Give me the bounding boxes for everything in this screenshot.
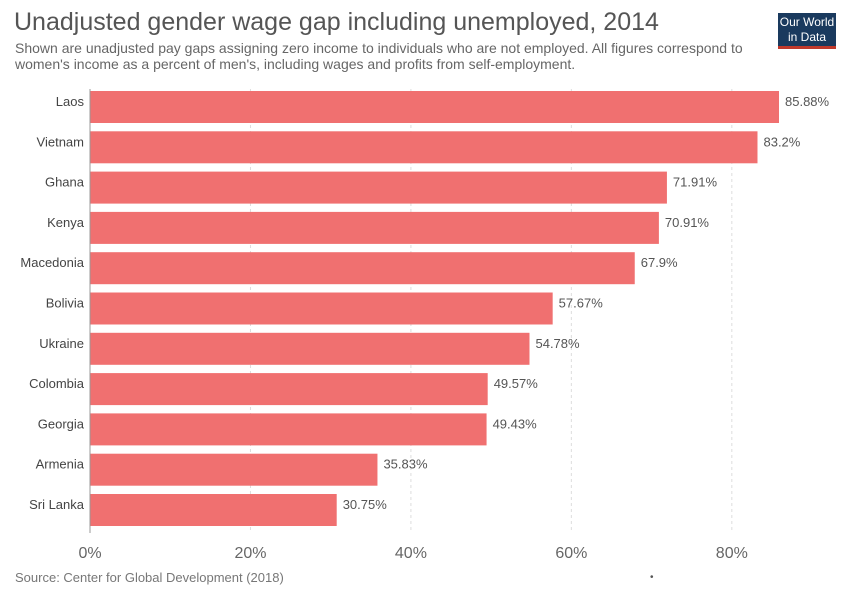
value-label: 57.67% (559, 296, 604, 311)
value-label: 54.78% (535, 336, 580, 351)
owid-logo[interactable]: Our World in Data (778, 13, 836, 49)
bar (90, 211, 659, 244)
x-tick-label: 60% (555, 545, 587, 562)
bar (90, 453, 378, 486)
source-note: Source: Center for Global Development (2… (15, 570, 284, 585)
value-label: 49.57% (494, 376, 539, 391)
bar (90, 373, 488, 406)
bar (90, 292, 553, 325)
x-tick-label: 0% (78, 545, 101, 562)
x-tick-label: 40% (395, 545, 427, 562)
logo-line-2: in Data (787, 30, 827, 44)
x-axis: 0% 20% 40% 60% 80% (78, 89, 748, 562)
value-label: 85.88% (785, 94, 830, 109)
value-label: 67.9% (641, 255, 678, 270)
chart-title: Unadjusted gender wage gap including une… (14, 8, 659, 36)
bar (90, 494, 337, 526)
bar (90, 252, 635, 285)
value-label: 30.75% (343, 497, 388, 512)
bar (90, 91, 779, 123)
bar (90, 332, 530, 365)
category-label: Armenia (36, 457, 85, 472)
value-label: 35.83% (383, 457, 428, 472)
category-label: Vietnam (37, 134, 84, 149)
category-label: Colombia (29, 376, 85, 391)
category-label: Laos (56, 94, 85, 109)
logo-line-1: Our World (779, 15, 835, 29)
category-label: Ukraine (39, 336, 84, 351)
bar (90, 171, 667, 204)
footer-dot: • (650, 572, 654, 583)
value-label: 71.91% (673, 175, 718, 190)
chart-subtitle: Shown are unadjusted pay gaps assigning … (15, 40, 743, 72)
category-label: Macedonia (20, 255, 84, 270)
value-label: 49.43% (493, 416, 538, 431)
category-label: Ghana (45, 175, 85, 190)
bar (90, 413, 487, 446)
category-label: Bolivia (46, 296, 85, 311)
category-label: Georgia (38, 416, 85, 431)
value-label: 70.91% (665, 215, 710, 230)
x-tick-label: 20% (234, 545, 266, 562)
bars: Laos 85.88% Vietnam 83.2% Ghana 71.91% Kenya 70… (20, 91, 830, 526)
value-label: 83.2% (763, 134, 800, 149)
x-tick-label: 80% (716, 545, 748, 562)
bar (90, 131, 758, 164)
category-label: Sri Lanka (29, 497, 85, 512)
category-label: Kenya (47, 215, 85, 230)
